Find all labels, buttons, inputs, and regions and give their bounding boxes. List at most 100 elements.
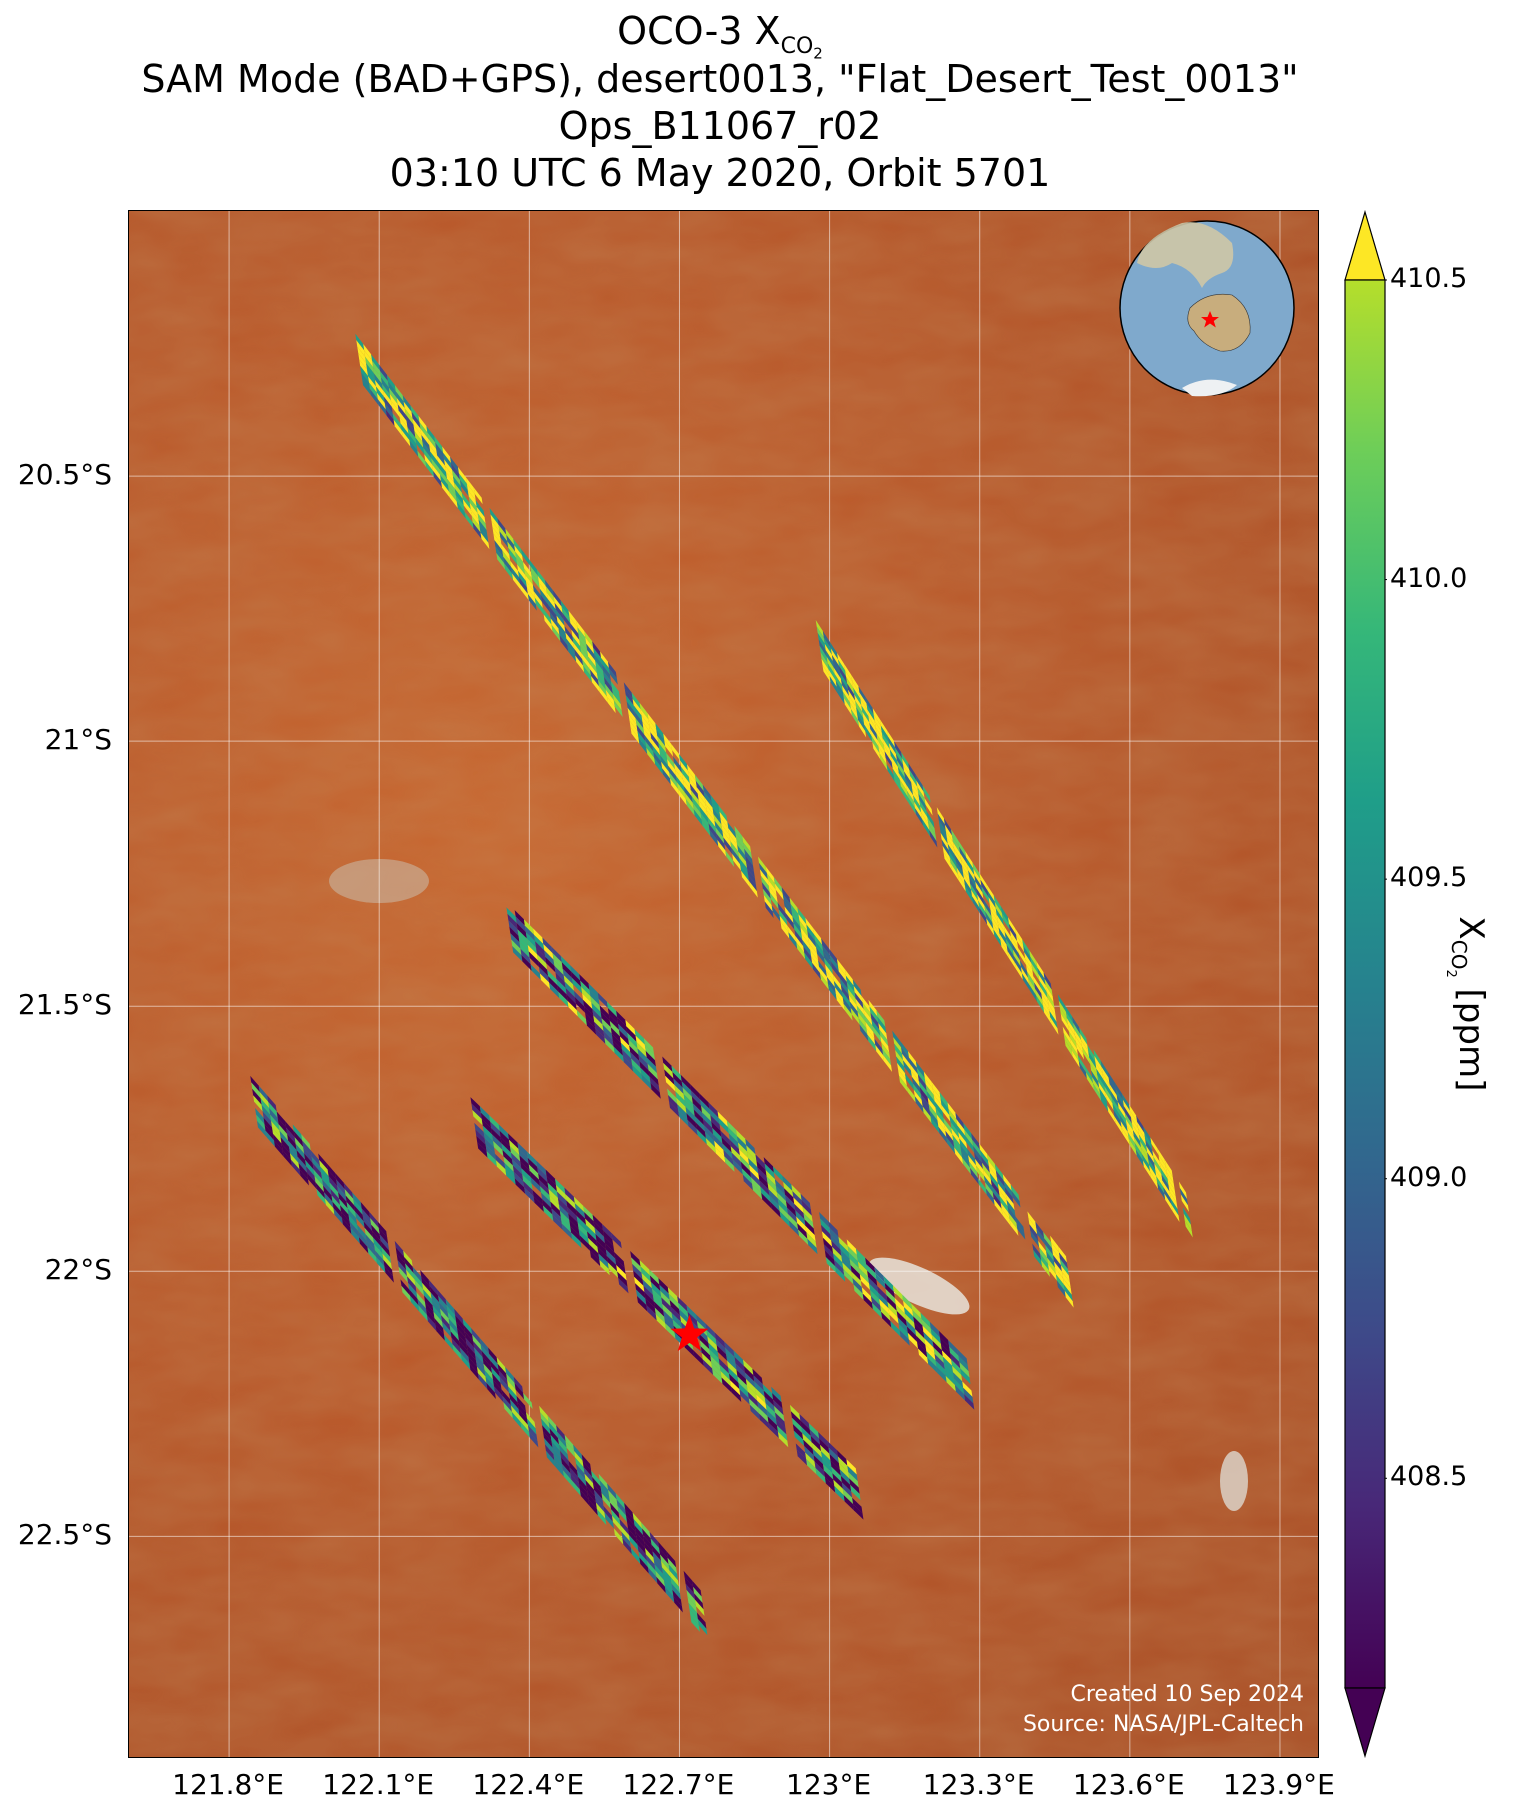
xco2-sounding xyxy=(892,768,901,787)
xco2-sounding xyxy=(555,609,565,626)
xco2-sounding xyxy=(379,364,388,382)
xco2-sounding xyxy=(987,1160,997,1177)
xco2-sounding xyxy=(851,1271,862,1288)
credit-created: Created 10 Sep 2024 xyxy=(1070,1682,1305,1707)
xco2-sounding xyxy=(408,1289,419,1306)
xco2-sounding xyxy=(1045,1244,1054,1262)
xco2-sounding xyxy=(1107,1105,1116,1123)
xco2-sounding xyxy=(699,1340,711,1356)
xco2-sounding xyxy=(867,709,876,728)
xco2-sounding xyxy=(624,688,634,706)
xco2-sounding xyxy=(1015,928,1024,946)
xco2-sounding xyxy=(697,793,707,811)
xco2-sounding xyxy=(745,1378,757,1395)
xco2-sounding xyxy=(943,852,952,870)
xco2-sounding xyxy=(922,1325,933,1342)
xco2-sounding xyxy=(362,378,371,396)
xco2-sounding xyxy=(858,720,867,738)
xco2-sounding xyxy=(903,764,912,783)
xco2-sounding xyxy=(417,450,427,468)
xco2-sounding xyxy=(557,985,568,1001)
xco2-sounding xyxy=(536,954,548,970)
xco2-sounding xyxy=(677,788,687,806)
xco2-sounding xyxy=(690,789,700,807)
xco2-sounding xyxy=(849,696,858,714)
xco2-sounding xyxy=(666,1551,677,1568)
xco2-sounding xyxy=(432,464,442,482)
xco2-sounding xyxy=(454,488,464,506)
xco2-sounding xyxy=(574,997,586,1013)
xco2-sounding xyxy=(508,1139,520,1156)
xco2-sounding xyxy=(446,1305,457,1322)
xco2-sounding xyxy=(545,1169,556,1186)
xco2-sounding xyxy=(831,654,840,673)
xco2-sounding xyxy=(672,1589,682,1607)
xco2-sounding xyxy=(560,600,570,617)
xco2-sounding xyxy=(747,1151,758,1168)
xco2-sounding xyxy=(570,623,580,640)
xco2-sounding xyxy=(542,1205,554,1221)
xco2-sounding xyxy=(834,1486,845,1502)
xco2-sounding xyxy=(739,1389,750,1405)
xco2-sounding xyxy=(713,1134,724,1150)
xco2-sounding xyxy=(775,1418,787,1435)
xco2-sounding xyxy=(596,1509,607,1526)
xco2-sounding xyxy=(636,1295,648,1312)
xco2-sounding xyxy=(911,782,920,800)
xco2-sounding xyxy=(550,618,560,635)
xco2-sounding xyxy=(708,1342,719,1359)
colorbar-tick-label: 410.0 xyxy=(1390,562,1468,594)
xco2-sounding xyxy=(518,1408,528,1425)
xco2-sounding xyxy=(558,1204,570,1220)
xco2-sounding xyxy=(653,1301,665,1317)
xco2-sounding xyxy=(600,1011,611,1028)
xco2-sounding xyxy=(802,1206,813,1223)
xco2-sounding xyxy=(671,1583,681,1600)
xco2-sounding xyxy=(995,908,1004,926)
xco2-sounding xyxy=(784,1188,795,1204)
xco2-sounding xyxy=(493,1140,504,1157)
xco2-sounding xyxy=(652,1294,664,1311)
colorbar xyxy=(1344,210,1387,1758)
xco2-sounding xyxy=(441,481,450,498)
xco2-sounding xyxy=(655,723,665,740)
xco2-sounding xyxy=(1154,1163,1163,1181)
xco2-sounding xyxy=(503,556,513,574)
xco2-sounding xyxy=(819,1211,830,1228)
xco2-sounding xyxy=(448,1318,459,1335)
xco2-sounding xyxy=(352,1192,362,1209)
lat-tick-label: 22°S xyxy=(44,1253,112,1287)
xco2-sounding xyxy=(925,1344,936,1361)
xco2-sounding xyxy=(407,427,417,445)
xco2-sounding xyxy=(566,994,577,1011)
xco2-sounding xyxy=(583,999,594,1016)
xco2-sounding xyxy=(566,638,576,656)
xco2-sounding xyxy=(737,1136,748,1152)
xco2-sounding xyxy=(455,495,465,512)
xco2-sounding xyxy=(1064,1290,1074,1308)
xco2-sounding xyxy=(905,777,914,796)
xco2-sounding xyxy=(857,1011,867,1029)
xco2-sounding xyxy=(1014,962,1023,980)
xco2-sounding xyxy=(923,1071,933,1089)
xco2-sounding xyxy=(498,1370,509,1387)
xco2-sounding xyxy=(990,909,999,928)
xco2-sounding xyxy=(526,1151,538,1167)
map-panel[interactable]: Created 10 Sep 2024 Source: NASA/JPL-Cal… xyxy=(128,210,1319,1758)
xco2-sounding xyxy=(818,960,827,978)
xco2-sounding xyxy=(660,755,670,773)
xco2-sounding xyxy=(996,914,1005,932)
xco2-sounding xyxy=(626,1026,637,1042)
xco2-sounding xyxy=(545,956,556,973)
xco2-sounding xyxy=(583,665,593,683)
xco2-sounding xyxy=(542,1199,553,1215)
xco2-sounding xyxy=(1048,1263,1057,1281)
xco2-sounding xyxy=(743,842,753,860)
xco2-sounding xyxy=(846,676,855,695)
xco2-sounding xyxy=(548,1421,559,1439)
xco2-sounding xyxy=(918,1080,928,1098)
xco2-sounding xyxy=(521,548,531,566)
xco2-sounding xyxy=(558,1438,568,1455)
xco2-sounding xyxy=(353,1198,363,1215)
xco2-sounding xyxy=(808,1422,820,1439)
